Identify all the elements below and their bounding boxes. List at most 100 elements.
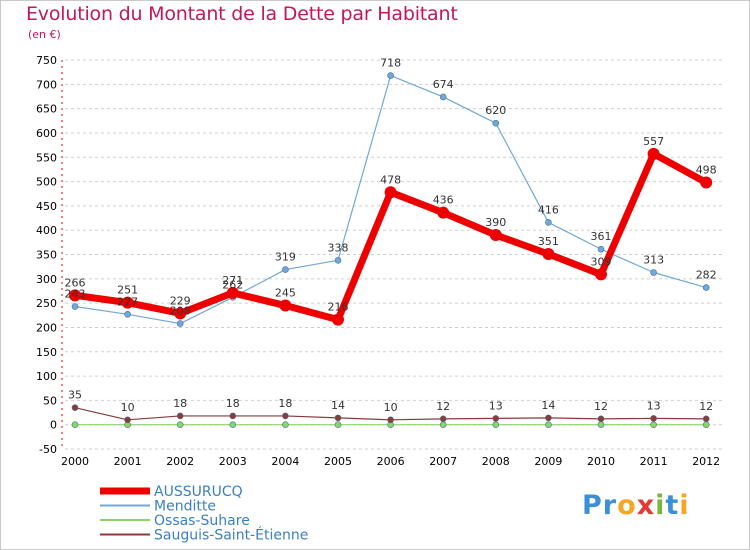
legend-label: Sauguis-Saint-Étienne	[154, 527, 308, 544]
data-label: 271	[222, 274, 243, 287]
data-label: 718	[380, 57, 401, 70]
y-tick-label: 550	[36, 151, 57, 164]
data-label: 12	[699, 400, 713, 413]
data-label: 390	[485, 216, 506, 229]
data-label: 319	[275, 251, 296, 264]
data-point	[489, 229, 502, 242]
data-label: 227	[117, 295, 138, 308]
data-label: 10	[121, 401, 135, 414]
y-tick-label: 650	[36, 103, 57, 116]
x-tick-label: 2009	[534, 455, 562, 468]
data-point	[226, 286, 239, 299]
data-point	[439, 421, 447, 428]
x-tick-label: 2001	[114, 455, 142, 468]
y-tick-label: 200	[36, 321, 57, 334]
data-label: 208	[170, 305, 191, 318]
x-tick-label: 2008	[482, 455, 510, 468]
x-tick-label: 2005	[324, 455, 352, 468]
data-point	[439, 415, 447, 423]
data-point	[229, 421, 237, 428]
data-point	[439, 93, 447, 101]
legend-label: Ossas-Suhare	[154, 513, 250, 529]
data-point	[437, 206, 450, 219]
data-label: 243	[65, 288, 86, 301]
logo-letter: i	[655, 490, 666, 521]
data-label: 436	[433, 194, 454, 207]
y-tick-label: 400	[36, 224, 57, 237]
x-tick-label: 2011	[640, 455, 668, 468]
data-label: 282	[696, 269, 717, 282]
data-point	[69, 289, 81, 302]
data-point	[71, 421, 79, 428]
y-tick-label: 0	[50, 419, 57, 432]
logo-letter: t	[665, 490, 680, 521]
data-label: 14	[541, 399, 555, 412]
data-point	[650, 269, 657, 276]
data-label: 351	[538, 235, 559, 248]
data-label: 35	[68, 389, 82, 402]
y-tick-label: 350	[36, 249, 57, 262]
x-tick-label: 2000	[61, 455, 89, 468]
x-tick-label: 2007	[429, 455, 457, 468]
data-point	[334, 257, 342, 264]
y-tick-label: 500	[36, 176, 57, 189]
x-tick-label: 2002	[166, 455, 194, 468]
y-tick-label: 150	[36, 346, 57, 359]
data-point	[702, 421, 710, 428]
y-tick-label: 250	[36, 297, 57, 310]
data-point	[176, 412, 184, 420]
data-label: 12	[594, 400, 608, 413]
data-point	[282, 266, 289, 273]
data-point	[597, 421, 605, 428]
y-tick-label: 600	[36, 127, 57, 140]
data-point	[176, 320, 184, 327]
data-point	[492, 421, 500, 428]
y-tick-label: 750	[36, 54, 57, 67]
data-point	[597, 415, 605, 423]
data-point	[650, 421, 657, 428]
data-point	[387, 72, 394, 79]
data-label: 309	[591, 255, 612, 268]
data-point	[174, 307, 187, 320]
data-label: 251	[117, 284, 138, 297]
data-point	[332, 313, 344, 326]
data-label: 12	[436, 400, 450, 413]
data-label: 674	[433, 78, 454, 91]
data-point	[597, 245, 605, 253]
data-point	[229, 412, 237, 420]
data-label: 13	[489, 399, 503, 412]
data-point	[545, 219, 552, 226]
data-label: 229	[170, 294, 191, 307]
data-point	[334, 414, 342, 422]
data-label: 313	[643, 253, 664, 266]
data-point	[282, 412, 289, 420]
logo-letter: x	[636, 490, 656, 521]
logo-letter: P	[582, 490, 603, 521]
data-point	[334, 421, 342, 428]
data-label: 498	[696, 164, 717, 177]
data-label: 262	[222, 278, 243, 291]
data-point	[384, 186, 397, 199]
proxiti-logo: Proxiti	[582, 490, 690, 521]
x-tick-label: 2004	[271, 455, 299, 468]
data-label: 18	[278, 397, 292, 410]
legend-label: Menditte	[154, 499, 216, 515]
logo-letter: o	[617, 490, 637, 521]
data-point	[545, 421, 552, 428]
logo-letter: i	[679, 490, 690, 521]
data-point	[700, 176, 713, 189]
data-label: 416	[538, 203, 559, 216]
data-point	[124, 311, 131, 318]
legend-label: AUSSURUCQ	[154, 484, 243, 500]
data-label: 245	[275, 287, 296, 300]
data-point	[279, 299, 292, 312]
data-label: 216	[328, 301, 349, 314]
data-point	[492, 415, 500, 422]
data-label: 13	[647, 399, 661, 412]
logo-letter: r	[602, 490, 618, 521]
data-point	[121, 296, 134, 309]
chart-subtitle: (en €)	[28, 28, 61, 41]
x-tick-label: 2006	[377, 455, 405, 468]
data-label: 18	[226, 397, 240, 410]
